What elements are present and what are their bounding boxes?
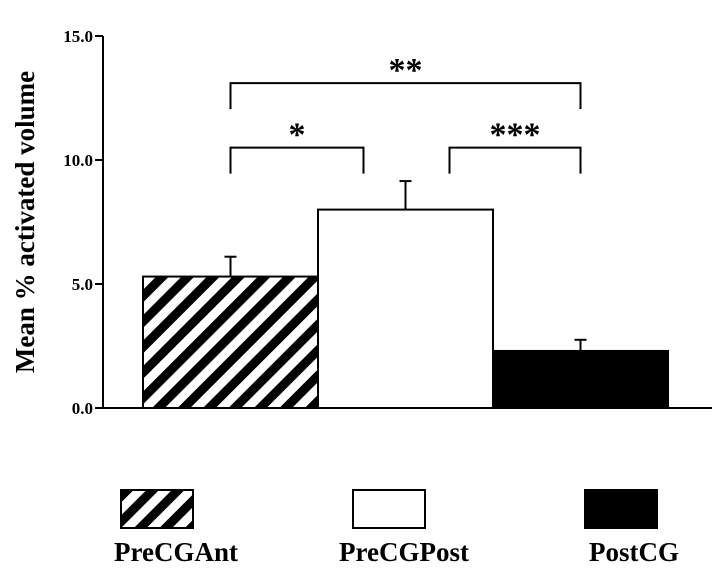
y-axis-label: Mean % activated volume [10, 71, 40, 373]
legend-swatch-precgpost [352, 489, 426, 529]
y-tick-label: 0.0 [72, 399, 93, 418]
significance-label: *** [490, 117, 541, 154]
bar-precgpost [317, 208, 494, 409]
legend-label-precgpost: PreCGPost [339, 537, 469, 567]
significance-bracket [229, 146, 365, 174]
y-tick-label: 15.0 [63, 27, 93, 46]
legend-label-postcg: PostCG [589, 537, 679, 567]
legend-swatch-precgant [120, 489, 194, 529]
bar-postcg [492, 349, 669, 409]
y-tick-label: 5.0 [72, 275, 93, 294]
legend-swatch-postcg [584, 489, 658, 529]
legend-label-precgant: PreCGAnt [114, 537, 238, 567]
y-tick-label: 10.0 [63, 151, 93, 170]
significance-label: ** [389, 52, 423, 89]
significance-bracket [229, 82, 582, 110]
bar-precgant [142, 275, 319, 409]
significance-label: * [289, 117, 306, 154]
significance-bracket [448, 146, 582, 174]
